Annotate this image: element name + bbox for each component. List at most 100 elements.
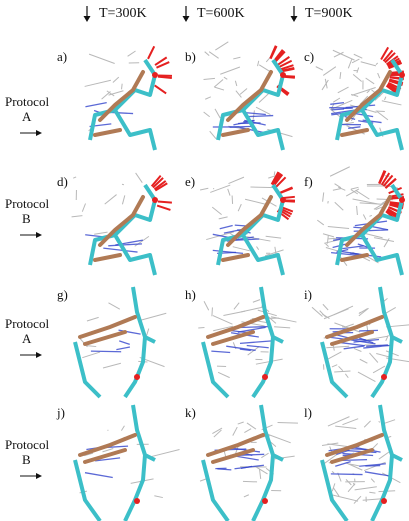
arrow-head bbox=[36, 473, 42, 479]
ensemble-line bbox=[335, 202, 344, 210]
ensemble-line bbox=[253, 110, 254, 119]
ensemble-line bbox=[326, 244, 329, 247]
panel: j) bbox=[56, 405, 180, 521]
ensemble-line bbox=[258, 61, 259, 66]
oxygen-atom bbox=[134, 498, 140, 504]
protocol-id: B bbox=[22, 452, 31, 467]
panel: b) bbox=[185, 42, 295, 150]
ensemble-line bbox=[271, 317, 296, 322]
row: ProtocolBj)k)l) bbox=[5, 405, 402, 521]
ensemble-line bbox=[316, 67, 323, 70]
ensemble-line bbox=[348, 59, 352, 68]
ensemble-line bbox=[244, 495, 249, 497]
oxygen-fan bbox=[157, 206, 170, 210]
ensemble-line bbox=[82, 352, 100, 358]
arrow-head bbox=[36, 352, 42, 358]
ensemble-line bbox=[253, 300, 260, 303]
nitrogen-bond bbox=[217, 469, 231, 470]
ensemble-line bbox=[259, 65, 270, 72]
ensemble-line bbox=[266, 236, 281, 238]
ensemble-line bbox=[205, 97, 211, 99]
backbone bbox=[218, 60, 283, 150]
ensemble-line bbox=[328, 417, 350, 426]
panel-label: a) bbox=[57, 49, 67, 64]
nitrogen-bond bbox=[341, 343, 365, 346]
ensemble-line bbox=[382, 101, 402, 105]
ensemble-line bbox=[385, 97, 386, 100]
ensemble-line bbox=[357, 206, 358, 215]
oxygen-atom bbox=[381, 374, 387, 380]
oxygen-fan bbox=[280, 188, 293, 193]
ligand bbox=[223, 72, 271, 135]
ensemble-line bbox=[224, 77, 227, 79]
ensemble-line bbox=[376, 354, 389, 357]
ensemble-line bbox=[332, 365, 337, 367]
ensemble-line bbox=[238, 204, 241, 211]
ensemble-line bbox=[233, 57, 240, 59]
nitrogen-bond bbox=[365, 472, 390, 476]
ensemble-line bbox=[223, 311, 245, 315]
ensemble-line bbox=[215, 42, 228, 50]
ensemble-line bbox=[364, 233, 383, 238]
ensemble-line bbox=[73, 177, 76, 178]
column-headers: T=300K T=600K T=900K bbox=[84, 6, 353, 22]
ensemble-line bbox=[212, 307, 213, 316]
oxygen-fan bbox=[148, 46, 154, 59]
oxygen-atom bbox=[262, 498, 268, 504]
ensemble-line bbox=[332, 471, 334, 473]
ensemble-line bbox=[204, 78, 215, 79]
ensemble-line bbox=[85, 80, 111, 86]
ensemble-line bbox=[339, 366, 343, 370]
protocol-label: Protocol bbox=[5, 437, 49, 452]
panel-label: h) bbox=[185, 287, 196, 302]
ensemble-line bbox=[374, 238, 394, 242]
ensemble-line bbox=[385, 307, 396, 313]
ensemble-line bbox=[326, 346, 349, 348]
ensemble-line bbox=[327, 444, 347, 447]
ensemble-line bbox=[342, 419, 358, 425]
ensemble-line bbox=[364, 421, 370, 427]
ensemble-line bbox=[378, 73, 380, 78]
ligand bbox=[342, 72, 390, 135]
oxygen-atom bbox=[399, 197, 405, 203]
ensemble-line bbox=[87, 317, 99, 321]
nitrogen-bond bbox=[331, 474, 363, 475]
panel-label: b) bbox=[185, 49, 196, 64]
ensemble-line bbox=[335, 184, 341, 188]
nitrogen-bond bbox=[330, 103, 344, 105]
ensemble-line bbox=[330, 167, 350, 177]
ensemble-line bbox=[205, 52, 210, 56]
ensemble-line bbox=[209, 52, 218, 59]
arrow-head bbox=[36, 130, 42, 136]
ensemble-line bbox=[371, 479, 374, 483]
ensemble-line bbox=[136, 173, 143, 183]
ensemble-line bbox=[204, 112, 210, 117]
ensemble-line bbox=[235, 81, 236, 86]
panel: a) bbox=[57, 46, 172, 150]
panel: f) bbox=[304, 167, 405, 275]
ensemble-line bbox=[376, 111, 385, 112]
ensemble-line bbox=[323, 67, 336, 76]
ensemble-line bbox=[369, 353, 377, 363]
ensemble-line bbox=[122, 184, 124, 185]
ensemble-line bbox=[234, 303, 239, 310]
ensemble-line bbox=[340, 72, 341, 79]
ensemble-line bbox=[334, 488, 339, 496]
ensemble-line bbox=[228, 177, 243, 183]
ensemble-line bbox=[87, 346, 96, 347]
panel-label: k) bbox=[185, 405, 196, 420]
ensemble-line bbox=[128, 51, 136, 56]
ensemble-line bbox=[72, 216, 83, 217]
ensemble-line bbox=[356, 190, 370, 199]
nitrogen-bond bbox=[240, 341, 272, 344]
oxygen-fan bbox=[155, 85, 166, 93]
ensemble-line bbox=[228, 189, 230, 196]
nitrogen-bond bbox=[211, 351, 230, 352]
protocol-label: Protocol bbox=[5, 316, 49, 331]
ensemble-line bbox=[353, 74, 362, 81]
ensemble-line bbox=[360, 203, 382, 204]
column-header: T=300K bbox=[99, 6, 147, 21]
oxygen-fan bbox=[271, 46, 277, 59]
ensemble-line bbox=[238, 422, 244, 424]
ensemble-line bbox=[379, 451, 391, 459]
